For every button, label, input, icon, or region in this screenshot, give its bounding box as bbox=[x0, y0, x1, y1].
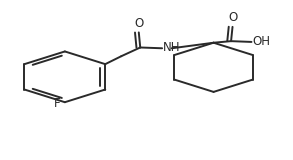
Text: F: F bbox=[54, 97, 60, 110]
Text: O: O bbox=[134, 17, 143, 30]
Text: NH: NH bbox=[163, 41, 180, 54]
Text: OH: OH bbox=[252, 35, 270, 48]
Text: O: O bbox=[228, 11, 237, 24]
